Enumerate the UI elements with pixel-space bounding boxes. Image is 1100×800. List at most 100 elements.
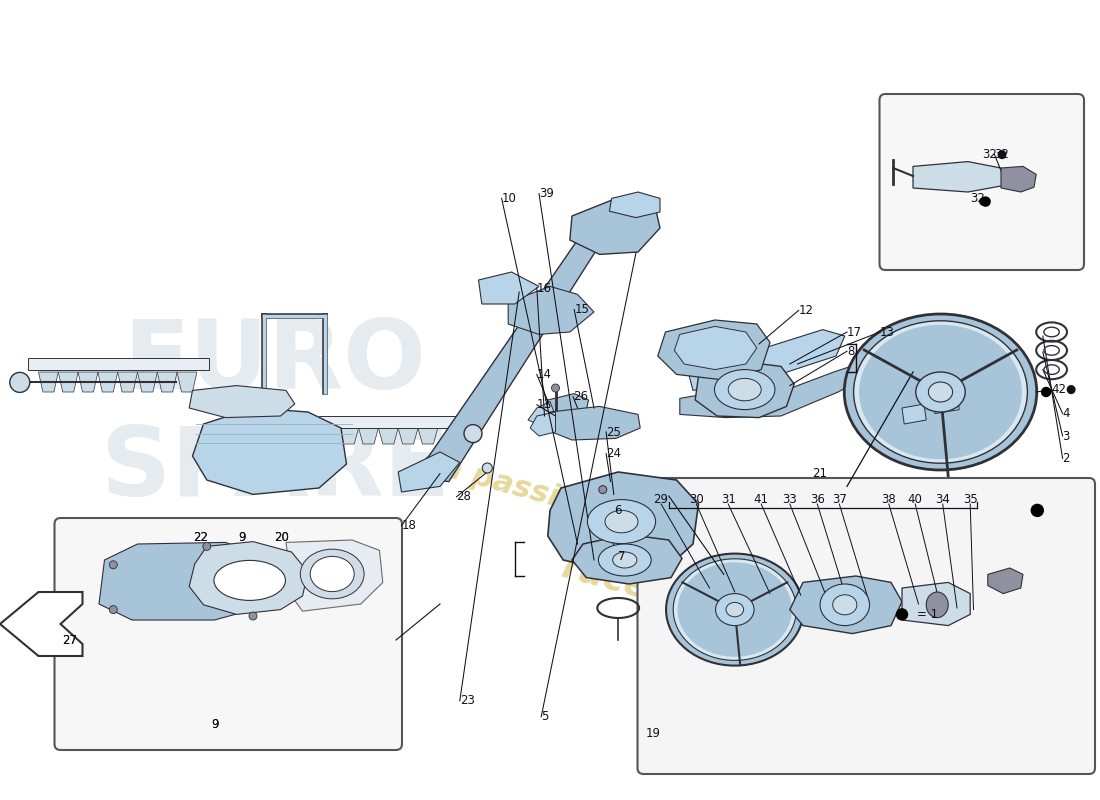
Circle shape	[109, 606, 118, 614]
Polygon shape	[674, 326, 757, 370]
Polygon shape	[177, 372, 197, 392]
Text: 26: 26	[573, 390, 588, 403]
Polygon shape	[118, 372, 138, 392]
Text: 17: 17	[847, 326, 862, 338]
Polygon shape	[157, 372, 177, 392]
Text: 13: 13	[880, 326, 895, 338]
Polygon shape	[570, 198, 660, 254]
Text: 29: 29	[653, 493, 669, 506]
Ellipse shape	[728, 378, 761, 401]
Text: 15: 15	[574, 303, 590, 316]
Polygon shape	[286, 540, 383, 611]
Ellipse shape	[598, 544, 651, 576]
Ellipse shape	[310, 557, 354, 592]
Text: 36: 36	[810, 493, 825, 506]
Text: 18: 18	[402, 519, 417, 532]
Text: a passion for: a passion for	[439, 453, 661, 539]
Text: 31: 31	[720, 493, 736, 506]
Text: 39: 39	[539, 187, 554, 200]
Circle shape	[1042, 387, 1050, 397]
Polygon shape	[609, 192, 660, 218]
Text: 34: 34	[935, 493, 950, 506]
Text: 22: 22	[192, 531, 208, 544]
Text: 19: 19	[646, 727, 661, 740]
Ellipse shape	[715, 370, 774, 410]
Polygon shape	[58, 372, 78, 392]
Text: 27: 27	[62, 634, 77, 646]
Text: 25: 25	[606, 426, 621, 438]
Ellipse shape	[213, 560, 286, 600]
Polygon shape	[189, 542, 308, 614]
Text: 20: 20	[274, 531, 289, 544]
Polygon shape	[548, 406, 640, 440]
Text: 11: 11	[537, 398, 552, 411]
Polygon shape	[572, 534, 682, 584]
Text: 3: 3	[1063, 430, 1070, 442]
Ellipse shape	[587, 499, 656, 544]
Polygon shape	[528, 402, 556, 426]
Circle shape	[1032, 505, 1043, 517]
Text: 22: 22	[192, 531, 208, 544]
Polygon shape	[319, 428, 339, 444]
Text: = 1: = 1	[917, 608, 938, 621]
Text: 4: 4	[1063, 407, 1070, 420]
Polygon shape	[658, 320, 770, 380]
Circle shape	[981, 197, 990, 206]
Ellipse shape	[678, 562, 792, 657]
Text: 5: 5	[541, 710, 549, 723]
Polygon shape	[138, 372, 157, 392]
Polygon shape	[988, 568, 1023, 594]
Ellipse shape	[926, 592, 948, 618]
Polygon shape	[99, 542, 275, 620]
Polygon shape	[418, 428, 438, 444]
Ellipse shape	[605, 510, 638, 533]
Circle shape	[109, 561, 118, 569]
Polygon shape	[548, 472, 698, 572]
Polygon shape	[790, 576, 902, 634]
Polygon shape	[359, 428, 378, 444]
Polygon shape	[0, 592, 82, 656]
Polygon shape	[530, 412, 556, 436]
Polygon shape	[398, 452, 460, 492]
Polygon shape	[407, 212, 622, 482]
Text: 30: 30	[689, 493, 704, 506]
Polygon shape	[189, 386, 295, 418]
Circle shape	[202, 542, 211, 550]
Ellipse shape	[726, 602, 744, 617]
Text: 32●: 32●	[982, 148, 1008, 161]
Text: 8: 8	[847, 345, 855, 358]
Polygon shape	[339, 428, 359, 444]
FancyBboxPatch shape	[638, 478, 1094, 774]
Text: 32: 32	[970, 192, 986, 205]
Text: 14: 14	[537, 368, 552, 381]
FancyBboxPatch shape	[880, 94, 1084, 270]
Ellipse shape	[854, 321, 1027, 463]
Circle shape	[980, 198, 987, 205]
Ellipse shape	[859, 325, 1022, 459]
Polygon shape	[695, 362, 794, 418]
Polygon shape	[902, 582, 970, 626]
Text: 35: 35	[962, 493, 978, 506]
Ellipse shape	[833, 594, 857, 614]
Circle shape	[482, 463, 493, 473]
Ellipse shape	[613, 552, 637, 568]
Polygon shape	[902, 404, 926, 424]
Text: 16: 16	[537, 282, 552, 294]
Text: 33: 33	[782, 493, 797, 506]
Text: 9: 9	[211, 718, 218, 730]
Polygon shape	[478, 272, 539, 304]
Polygon shape	[78, 372, 98, 392]
Text: 2: 2	[1063, 452, 1070, 465]
Ellipse shape	[928, 382, 953, 402]
Text: 24: 24	[606, 447, 621, 460]
Ellipse shape	[673, 558, 796, 661]
Circle shape	[464, 425, 482, 442]
Polygon shape	[913, 162, 1003, 192]
Polygon shape	[688, 330, 845, 390]
Text: EURO
SPARE: EURO SPARE	[100, 316, 450, 516]
Circle shape	[896, 609, 907, 620]
Polygon shape	[28, 358, 209, 370]
Ellipse shape	[915, 372, 966, 412]
Ellipse shape	[821, 584, 870, 626]
Text: 40: 40	[908, 493, 923, 506]
